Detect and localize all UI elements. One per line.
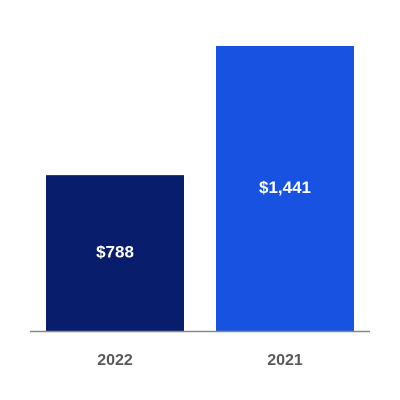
bar: [216, 46, 354, 331]
x-tick-label: 2022: [97, 352, 133, 369]
bar: [46, 175, 184, 331]
value-label: $1,441: [259, 178, 311, 197]
value-label: $788: [96, 243, 134, 262]
x-tick-label: 2021: [267, 352, 303, 369]
